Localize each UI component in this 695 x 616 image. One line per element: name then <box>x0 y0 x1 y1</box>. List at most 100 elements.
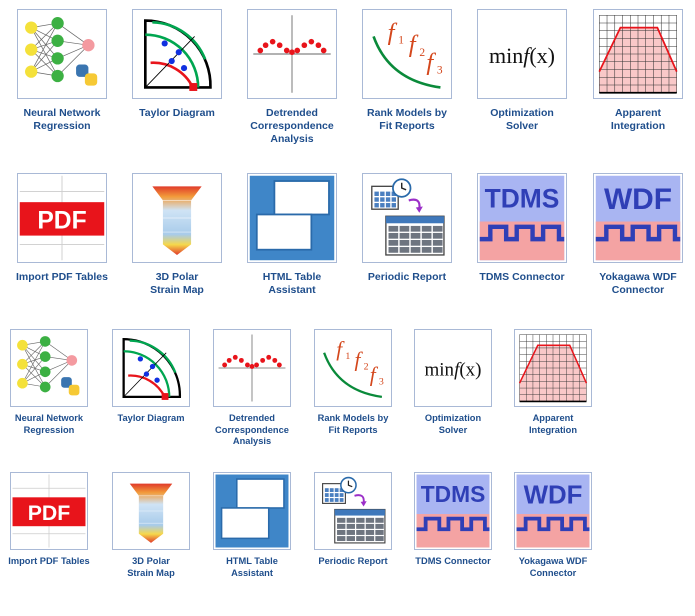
svg-text:PDF: PDF <box>37 208 86 235</box>
app-tile-import-pdf-tables[interactable]: PDF Import PDF Tables <box>16 173 108 331</box>
app-tile-label-line: Regression <box>23 424 75 435</box>
svg-text:2: 2 <box>419 47 425 59</box>
min-fx-icon: minf(x) <box>477 9 567 99</box>
app-tile-yokogawa-wdf-connector[interactable]: WDF Yokagawa WDF Connector <box>514 472 592 616</box>
app-tile-label-line: Import PDF Tables <box>16 271 108 283</box>
app-tile-label-line: Fit Reports <box>379 120 435 133</box>
svg-text:WDF: WDF <box>604 183 672 216</box>
app-tile-label-line: Import PDF Tables <box>8 556 90 566</box>
app-tile-label: TDMS Connector <box>455 271 589 284</box>
app-tile-label: Import PDF Tables <box>0 556 110 568</box>
app-tile-label-line: Detrended <box>266 107 318 119</box>
app-tile-taylor-diagram[interactable]: Taylor Diagram <box>112 329 190 473</box>
app-tile-label: Optimization Solver <box>392 413 514 436</box>
app-tile-html-table-assistant[interactable]: HTML Table Assistant <box>247 173 337 331</box>
app-tile-import-pdf-tables[interactable]: PDF Import PDF Tables <box>8 472 90 616</box>
app-tile-label-line: Optimization <box>424 413 482 423</box>
app-tile-label-line: Solver <box>438 424 468 435</box>
app-tile-neural-network-regression[interactable]: Neural Network Regression <box>17 9 107 167</box>
svg-text:TDMS: TDMS <box>421 481 486 507</box>
app-tile-label-line: TDMS Connector <box>415 556 491 566</box>
wdf-icon: WDF <box>514 472 592 550</box>
wdf-icon: WDF <box>593 173 683 263</box>
app-tile-label-line: Periodic Report <box>367 271 447 283</box>
app-tile-label-line: TDMS Connector <box>479 271 565 283</box>
app-tile-label: Neural Network Regression <box>0 107 129 133</box>
app-tile-label-line: Rank Models by <box>367 107 447 119</box>
html-table-icon <box>247 173 337 263</box>
app-tile-optimization-solver[interactable]: minf(x) Optimization Solver <box>414 329 492 473</box>
svg-text:f: f <box>409 31 419 58</box>
integration-plot-icon <box>514 329 592 407</box>
app-tile-label-line: Yokagawa WDF <box>599 271 677 283</box>
taylor-diagram-icon <box>112 329 190 407</box>
app-tile-label-line: Apparent <box>614 107 662 119</box>
periodic-report-icon <box>314 472 392 550</box>
app-tile-label: TDMS Connector <box>392 556 514 568</box>
app-tile-tdms-connector[interactable]: TDMS TDMS Connector <box>414 472 492 616</box>
svg-text:minf(x): minf(x) <box>425 360 482 381</box>
svg-text:3: 3 <box>437 64 443 76</box>
app-tile-label-line: Analysis <box>232 436 272 447</box>
app-tile-3d-polar-strain-map[interactable]: 3D Polar Strain Map <box>132 173 222 331</box>
app-tile-label: Rank Models by Fit Reports <box>292 413 414 436</box>
app-tile-label: HTML Table Assistant <box>191 556 313 579</box>
rank-models-icon: f 1 f 2 f 3 <box>362 9 452 99</box>
svg-text:WDF: WDF <box>524 481 583 509</box>
app-tile-label-line: HTML Table <box>262 271 322 283</box>
polar-strain-icon <box>112 472 190 550</box>
pdf-icon: PDF <box>17 173 107 263</box>
app-tile-apparent-integration[interactable]: Apparent Integration <box>514 329 592 473</box>
app-tile-3d-polar-strain-map[interactable]: 3D Polar Strain Map <box>112 472 190 616</box>
app-tile-label-line: Yokagawa WDF <box>518 556 588 566</box>
html-table-icon <box>213 472 291 550</box>
app-tile-rank-models-by-fit-reports[interactable]: f 1 f 2 f 3 Rank Models by Fit Reports <box>362 9 452 167</box>
app-tile-tdms-connector[interactable]: TDMS TDMS Connector <box>477 173 567 331</box>
app-tile-label-line: Correspondence <box>215 424 289 435</box>
app-tile-label-line: Taylor Diagram <box>117 413 185 423</box>
app-tile-label: Taylor Diagram <box>90 413 212 425</box>
app-tile-detrended-correspondence-analysis[interactable]: Detrended Correspondence Analysis <box>213 329 291 473</box>
svg-text:PDF: PDF <box>28 501 71 525</box>
app-tile-label: Rank Models by Fit Reports <box>340 107 474 133</box>
app-tile-label: 3D Polar Strain Map <box>90 556 212 579</box>
svg-text:f: f <box>336 337 345 361</box>
app-tile-label-line: Neural Network <box>23 107 101 119</box>
app-tile-optimization-solver[interactable]: minf(x) Optimization Solver <box>477 9 567 167</box>
app-tile-periodic-report[interactable]: Periodic Report <box>362 173 452 331</box>
tdms-icon: TDMS <box>477 173 567 263</box>
app-tile-label-line: Solver <box>505 120 539 133</box>
app-tile-apparent-integration[interactable]: Apparent Integration <box>593 9 683 167</box>
rank-models-icon: f 1 f 2 f 3 <box>314 329 392 407</box>
svg-text:minf(x): minf(x) <box>489 43 555 68</box>
app-tile-label: 3D Polar Strain Map <box>110 271 244 297</box>
app-tile-taylor-diagram[interactable]: Taylor Diagram <box>132 9 222 167</box>
app-tile-label: Neural Network Regression <box>0 413 110 436</box>
dca-plot-icon <box>247 9 337 99</box>
dca-plot-icon <box>213 329 291 407</box>
app-tile-label: Periodic Report <box>292 556 414 568</box>
app-tile-detrended-correspondence-analysis[interactable]: Detrended Correspondence Analysis <box>247 9 337 167</box>
min-fx-icon: minf(x) <box>414 329 492 407</box>
app-tile-label-line: 3D Polar <box>132 556 170 566</box>
app-tile-label-line: Fit Reports <box>328 424 378 435</box>
svg-text:3: 3 <box>379 377 384 388</box>
app-tile-label: Taylor Diagram <box>110 107 244 120</box>
app-tile-periodic-report[interactable]: Periodic Report <box>314 472 392 616</box>
svg-text:1: 1 <box>398 34 404 46</box>
taylor-diagram-icon <box>132 9 222 99</box>
app-tile-label-line: Assistant <box>231 567 273 578</box>
app-tile-label-line: Correspondence <box>250 120 334 133</box>
app-tile-yokogawa-wdf-connector[interactable]: WDF Yokagawa WDF Connector <box>593 173 683 331</box>
integration-plot-icon <box>593 9 683 99</box>
app-tile-rank-models-by-fit-reports[interactable]: f 1 f 2 f 3 Rank Models by Fit Reports <box>314 329 392 473</box>
svg-text:2: 2 <box>364 362 369 373</box>
app-tile-html-table-assistant[interactable]: HTML Table Assistant <box>213 472 291 616</box>
app-tile-label-line: Taylor Diagram <box>139 107 215 119</box>
app-tile-label-line: Strain Map <box>150 284 204 297</box>
app-tile-label-line: 3D Polar <box>155 271 199 283</box>
app-tile-neural-network-regression[interactable]: Neural Network Regression <box>10 329 88 473</box>
app-tile-label-line: Optimization <box>490 107 554 119</box>
svg-text:f: f <box>388 19 398 46</box>
app-tile-label-line: Integration <box>528 424 578 435</box>
